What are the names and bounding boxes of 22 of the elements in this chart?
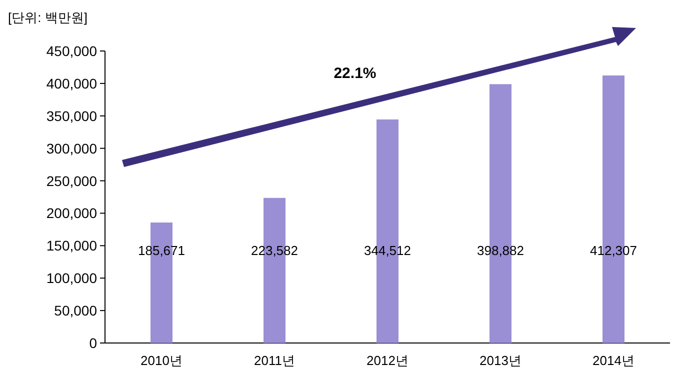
y-tick-label: 0 — [89, 335, 98, 351]
data-label: 223,582 — [251, 243, 298, 258]
y-tick-label: 300,000 — [46, 140, 98, 156]
y-tick-label: 250,000 — [46, 172, 98, 189]
y-tick-label: 400,000 — [46, 75, 98, 92]
y-tick-label: 150,000 — [46, 238, 98, 254]
y-tick-label: 200,000 — [46, 205, 98, 222]
x-tick-label: 2014년 — [592, 353, 634, 368]
y-tick-label: 350,000 — [46, 108, 98, 124]
annotation: 22.1% — [334, 65, 376, 82]
data-label: 398,882 — [477, 243, 524, 258]
x-tick-label: 2011년 — [254, 353, 295, 368]
y-axis-title: [단위: 백만원] — [8, 10, 88, 25]
y-tick-label: 450,000 — [46, 43, 98, 59]
data-label: 412,307 — [590, 243, 637, 258]
y-tick-label: 100,000 — [46, 270, 98, 286]
x-tick-label: 2010년 — [140, 353, 182, 368]
data-label: 185,671 — [138, 243, 185, 258]
data-label: 344,512 — [364, 243, 411, 258]
x-tick-label: 2013년 — [480, 353, 522, 368]
x-tick-label: 2012년 — [366, 353, 408, 368]
y-tick-label: 50,000 — [54, 302, 98, 319]
